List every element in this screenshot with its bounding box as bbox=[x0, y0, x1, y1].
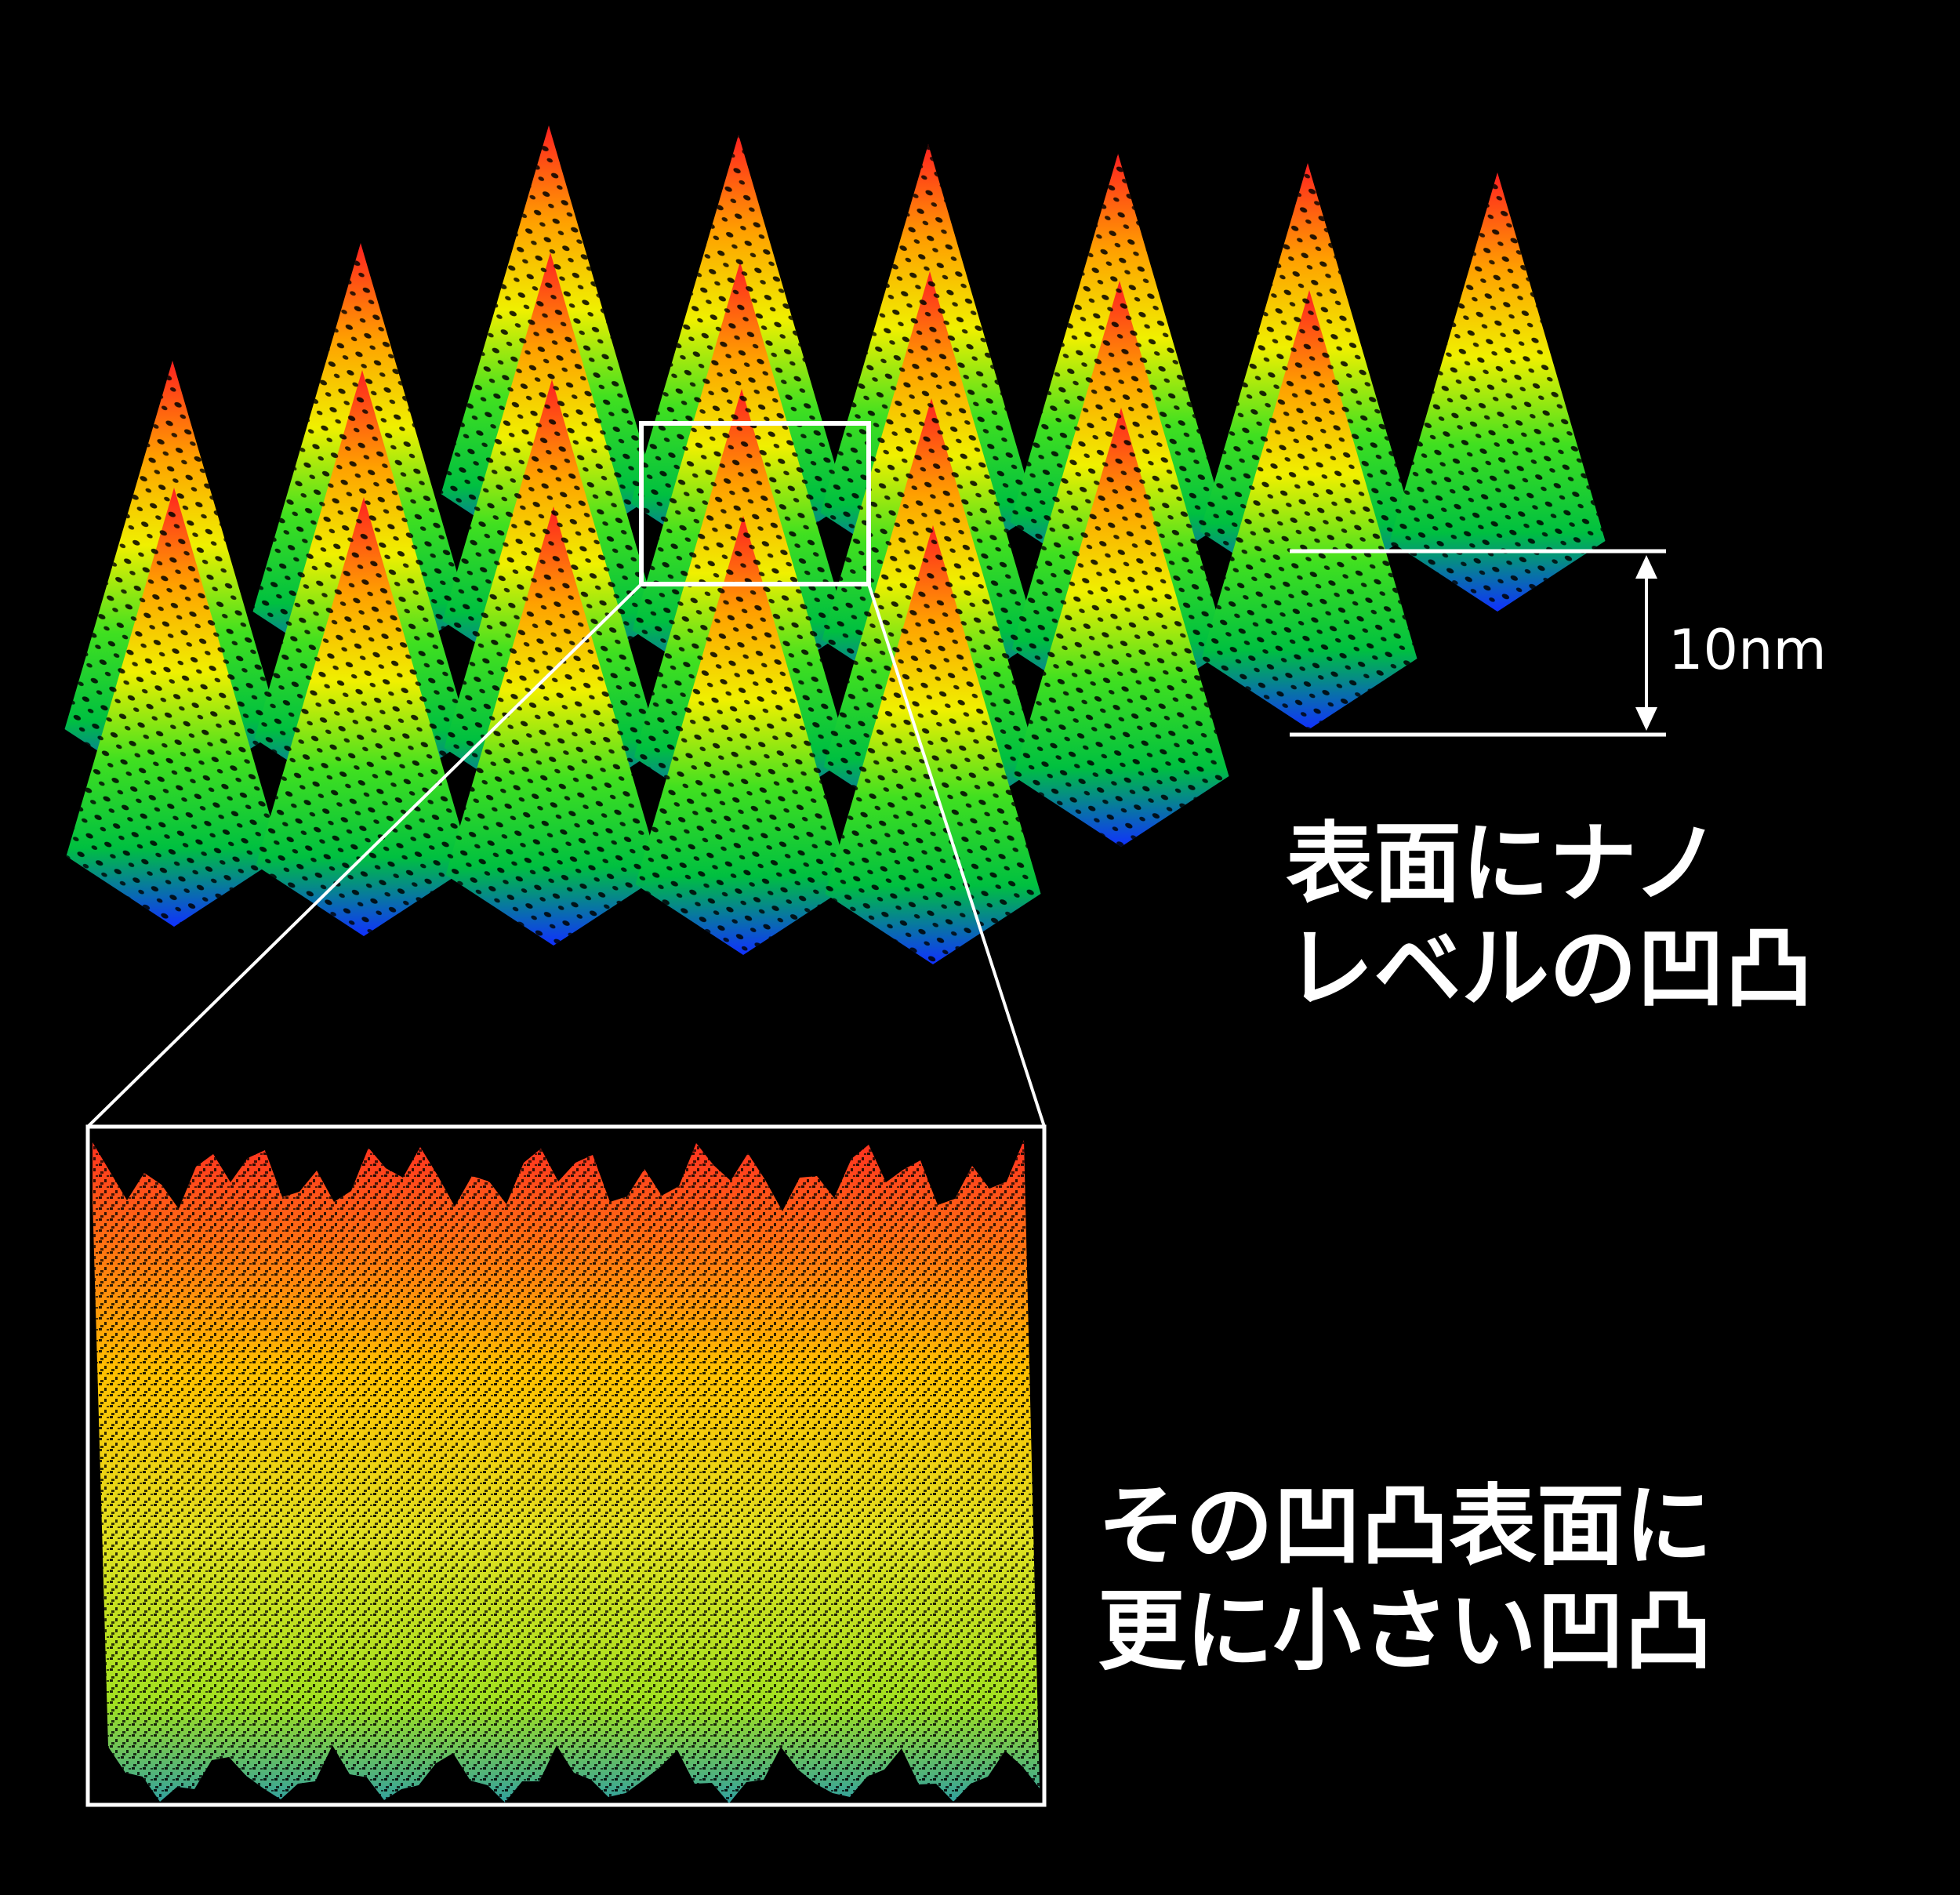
zoom-selection-box bbox=[639, 421, 871, 586]
micro-surface-inset bbox=[85, 1124, 1047, 1807]
caption-finer-roughness: その凹凸表面に 更に小さい凹凸 bbox=[1098, 1474, 1712, 1685]
nano-peak-array bbox=[64, 125, 1606, 964]
zoom-connector-right bbox=[867, 583, 1046, 1127]
caption-line: 表面にナノ bbox=[1286, 813, 1721, 915]
surface-peak-texture bbox=[1201, 290, 1417, 729]
inset-frame bbox=[85, 1124, 1047, 1807]
scale-bar-label: 10nm bbox=[1668, 618, 1827, 682]
caption-line: レベルの凹凸 bbox=[1286, 918, 1813, 1021]
zoom-connector-left bbox=[86, 583, 643, 1128]
caption-line: 更に小さい凹凸 bbox=[1098, 1581, 1712, 1683]
surface-peak-texture bbox=[825, 525, 1041, 964]
surface-peak-texture bbox=[445, 506, 662, 946]
scale-bar bbox=[1290, 549, 1666, 737]
surface-peak-texture bbox=[1389, 172, 1606, 612]
surface-peak-texture bbox=[256, 497, 472, 936]
caption-line: その凹凸表面に bbox=[1098, 1476, 1712, 1577]
surface-peak-texture bbox=[1013, 408, 1229, 847]
caption-nano-roughness: 表面にナノ レベルの凹凸 bbox=[1286, 811, 1813, 1022]
surface-peak-texture bbox=[635, 516, 851, 955]
surface-peak-texture bbox=[66, 488, 282, 927]
